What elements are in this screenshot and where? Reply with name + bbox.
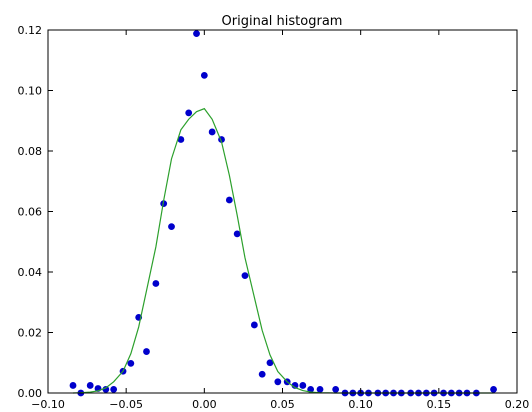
y-tick-label: 0.08 — [18, 145, 43, 158]
data-point — [208, 128, 216, 136]
data-point — [241, 272, 249, 280]
data-point — [185, 109, 193, 117]
data-point — [307, 385, 315, 393]
y-tick-label: 0.00 — [18, 387, 43, 400]
fit-curve-line — [72, 107, 494, 394]
y-tick-label: 0.02 — [18, 327, 43, 340]
data-point — [110, 385, 118, 393]
data-point — [143, 348, 150, 355]
x-tick-label: 0.05 — [270, 398, 295, 411]
y-tick-label: 0.06 — [18, 206, 43, 219]
data-point — [258, 370, 266, 378]
data-point — [102, 385, 110, 393]
y-tick-label: 0.12 — [18, 24, 43, 37]
data-point — [250, 321, 258, 329]
x-tick-label: −0.05 — [109, 398, 143, 411]
x-tick-label: 0.10 — [348, 398, 373, 411]
x-tick-label: 0.00 — [192, 398, 217, 411]
data-point — [177, 136, 185, 143]
data-point — [200, 71, 208, 79]
data-point — [299, 382, 307, 389]
data-point — [86, 382, 94, 389]
x-tick-label: 0.15 — [427, 398, 452, 411]
data-point — [316, 385, 324, 393]
y-tick-label: 0.04 — [18, 266, 43, 279]
data-point — [332, 385, 340, 393]
data-point — [266, 359, 274, 367]
x-tick-label: 0.20 — [505, 398, 530, 411]
data-point — [274, 378, 282, 386]
plot-area — [69, 30, 497, 397]
y-tick-label: 0.10 — [18, 85, 43, 98]
data-point — [225, 196, 233, 204]
data-point — [233, 230, 241, 238]
data-point — [127, 359, 135, 367]
axis-ticks: −0.10 −0.05 0.00 0.05 0.10 0.15 0.20 0.00 0.02 0.… — [18, 24, 530, 411]
data-point — [490, 385, 497, 393]
data-point — [69, 382, 77, 389]
data-point — [152, 280, 160, 287]
data-point — [168, 223, 175, 231]
data-point — [291, 382, 299, 389]
x-tick-label: −0.10 — [31, 398, 65, 411]
plot-frame — [47, 29, 518, 394]
chart-title: Original histogram — [222, 14, 343, 29]
data-point — [193, 30, 200, 38]
